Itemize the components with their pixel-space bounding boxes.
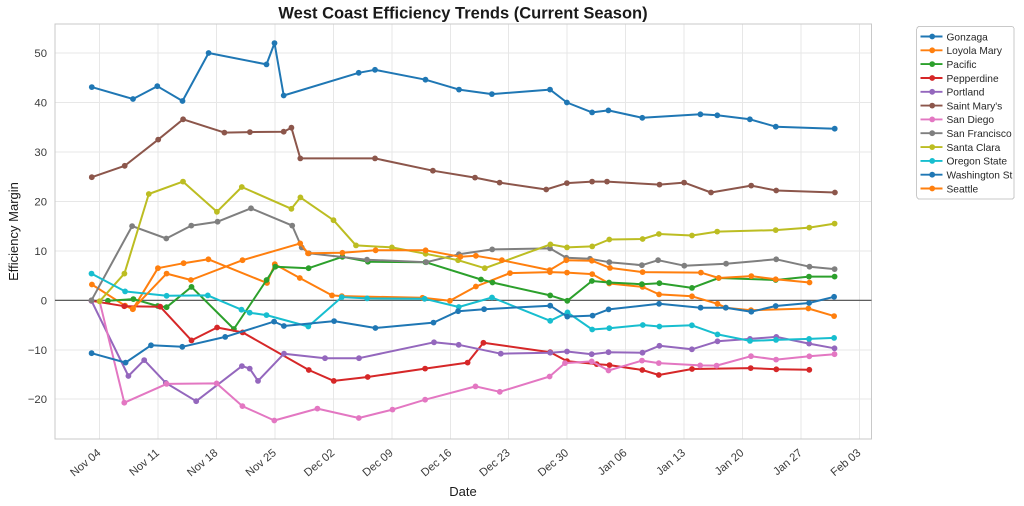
- svg-text:San Diego: San Diego: [947, 115, 995, 126]
- svg-text:Oregon State: Oregon State: [947, 157, 1008, 168]
- svg-text:−20: −20: [28, 394, 47, 406]
- svg-text:0: 0: [41, 295, 47, 307]
- svg-text:Loyola Mary: Loyola Mary: [947, 46, 1003, 57]
- svg-text:40: 40: [34, 98, 47, 110]
- svg-text:20: 20: [34, 196, 47, 208]
- svg-text:Saint Mary's: Saint Mary's: [947, 101, 1003, 112]
- svg-text:50: 50: [34, 48, 47, 60]
- svg-text:10: 10: [34, 246, 47, 258]
- svg-text:San Francisco: San Francisco: [947, 129, 1012, 140]
- svg-text:Gonzaga: Gonzaga: [947, 32, 989, 43]
- svg-text:Portland: Portland: [947, 88, 985, 99]
- svg-text:−10: −10: [28, 345, 47, 357]
- svg-text:Washington St: Washington St: [947, 171, 1013, 182]
- svg-text:Santa Clara: Santa Clara: [947, 143, 1001, 154]
- svg-text:Date: Date: [449, 484, 476, 499]
- svg-text:30: 30: [34, 147, 47, 159]
- svg-text:Pacific: Pacific: [947, 60, 977, 71]
- svg-text:Efficiency Margin: Efficiency Margin: [6, 182, 21, 281]
- svg-text:Pepperdine: Pepperdine: [947, 74, 999, 85]
- svg-text:Seattle: Seattle: [947, 184, 979, 195]
- svg-text:West Coast Efficiency Trends (: West Coast Efficiency Trends (Current Se…: [278, 5, 647, 23]
